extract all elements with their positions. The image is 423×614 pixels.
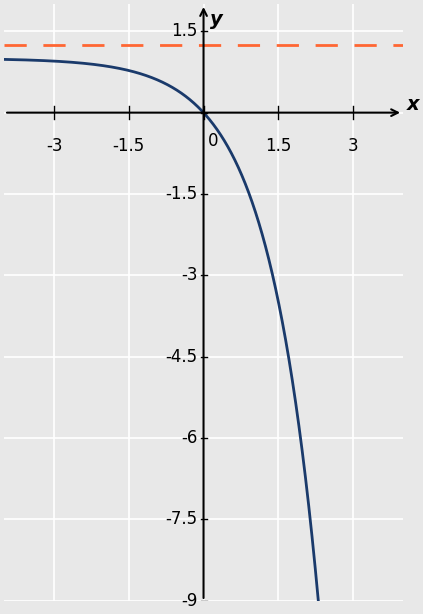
Text: x: x [407,95,420,114]
Text: 0: 0 [208,131,218,150]
Text: -3: -3 [46,137,62,155]
Text: y: y [209,10,222,29]
Text: 1.5: 1.5 [265,137,291,155]
Text: -9: -9 [181,592,198,610]
Text: -1.5: -1.5 [113,137,145,155]
Text: -7.5: -7.5 [165,510,198,529]
Text: -6: -6 [181,429,198,447]
Text: -4.5: -4.5 [165,348,198,366]
Text: -1.5: -1.5 [165,185,198,203]
Text: -3: -3 [181,266,198,284]
Text: 3: 3 [348,137,358,155]
Text: 1.5: 1.5 [171,22,198,41]
